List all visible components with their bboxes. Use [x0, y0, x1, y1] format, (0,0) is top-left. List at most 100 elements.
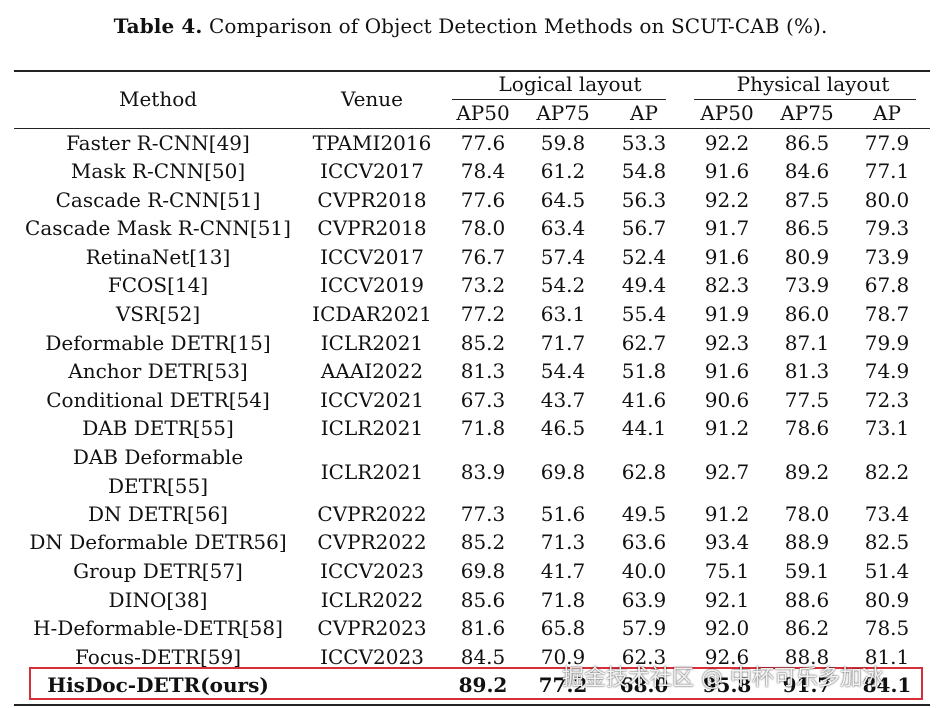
header-metric: AP: [630, 101, 658, 125]
value-cell: 91.2: [704, 502, 750, 526]
value-cell: 81.3: [784, 359, 830, 383]
value-cell: 51.4: [864, 559, 910, 583]
value-cell: 65.8: [540, 616, 586, 640]
method-cell: DAB Deformable: [72, 445, 244, 469]
method-cell: FCOS[14]: [107, 273, 209, 297]
value-cell: 95.8: [702, 673, 752, 697]
venue-cell: ICCV2023: [320, 645, 424, 669]
value-cell: 71.3: [540, 530, 586, 554]
value-cell: 57.9: [621, 616, 667, 640]
value-cell: 77.1: [864, 159, 910, 183]
top-rule: [14, 70, 930, 72]
value-cell: 63.4: [540, 216, 586, 240]
method-cell: Cascade R-CNN[51]: [55, 188, 261, 212]
value-cell: 69.8: [540, 460, 586, 484]
value-cell: 77.5: [784, 388, 830, 412]
value-cell: 80.9: [784, 245, 830, 269]
value-cell: 77.3: [460, 502, 506, 526]
method-cell: DINO[38]: [108, 588, 208, 612]
value-cell: 59.8: [540, 131, 586, 155]
value-cell: 91.6: [704, 245, 750, 269]
value-cell: 85.2: [460, 530, 506, 554]
venue-cell: ICLR2021: [320, 460, 424, 484]
value-cell: 56.3: [621, 188, 667, 212]
value-cell: 55.4: [621, 302, 667, 326]
venue-cell: ICCV2023: [320, 559, 424, 583]
value-cell: 53.3: [621, 131, 667, 155]
value-cell: 78.0: [460, 216, 506, 240]
value-cell: 89.2: [784, 460, 830, 484]
venue-cell: ICCV2021: [320, 388, 424, 412]
value-cell: 85.2: [460, 331, 506, 355]
header-metric: AP: [873, 101, 901, 125]
value-cell: 54.2: [540, 273, 586, 297]
value-cell: 49.4: [621, 273, 667, 297]
value-cell: 77.6: [460, 188, 506, 212]
value-cell: 92.0: [704, 616, 750, 640]
value-cell: 78.0: [784, 502, 830, 526]
value-cell: 64.5: [540, 188, 586, 212]
value-cell: 88.6: [784, 588, 830, 612]
value-cell: 67.8: [864, 273, 910, 297]
value-cell: 84.1: [862, 673, 912, 697]
venue-cell: CVPR2018: [317, 216, 427, 240]
value-cell: 83.9: [460, 460, 506, 484]
header-physical-layout: Physical layout: [736, 72, 890, 96]
value-cell: 84.6: [784, 159, 830, 183]
value-cell: 91.6: [704, 159, 750, 183]
value-cell: 91.2: [704, 416, 750, 440]
value-cell: 73.1: [864, 416, 910, 440]
value-cell: 63.6: [621, 530, 667, 554]
value-cell: 81.6: [460, 616, 506, 640]
watermark-text: 掘金技术社区 @ 中杯可乐多加冰: [562, 666, 884, 691]
venue-cell: CVPR2018: [317, 188, 427, 212]
value-cell: 43.7: [540, 388, 586, 412]
method-cell: Anchor DETR[53]: [68, 359, 248, 383]
header-metric: AP75: [780, 101, 834, 125]
highlight-box: [29, 667, 923, 700]
value-cell: 76.7: [460, 245, 506, 269]
value-cell: 87.5: [784, 188, 830, 212]
venue-cell: ICCV2019: [320, 273, 424, 297]
value-cell: 84.5: [460, 645, 506, 669]
method-cell: DN Deformable DETR56]: [29, 530, 287, 554]
value-cell: 54.8: [621, 159, 667, 183]
venue-cell: ICLR2021: [320, 416, 424, 440]
header-rule: [14, 128, 930, 129]
value-cell: 78.7: [864, 302, 910, 326]
table-caption: Table 4. Comparison of Object Detection …: [0, 14, 941, 38]
value-cell: 67.3: [460, 388, 506, 412]
method-cell: VSR[52]: [115, 302, 201, 326]
value-cell: 92.6: [704, 645, 750, 669]
value-cell: 88.8: [784, 645, 830, 669]
value-cell: 91.7: [782, 673, 832, 697]
venue-cell: ICLR2022: [320, 588, 424, 612]
venue-cell: CVPR2022: [317, 502, 427, 526]
value-cell: 80.9: [864, 588, 910, 612]
venue-cell: AAAI2022: [320, 359, 424, 383]
value-cell: 78.6: [784, 416, 830, 440]
value-cell: 86.0: [784, 302, 830, 326]
value-cell: 57.4: [540, 245, 586, 269]
method-cell: DETR[55]: [107, 474, 209, 498]
value-cell: 92.7: [704, 460, 750, 484]
venue-cell: ICLR2021: [320, 331, 424, 355]
value-cell: 91.6: [704, 359, 750, 383]
value-cell: 93.4: [704, 530, 750, 554]
value-cell: 78.4: [460, 159, 506, 183]
method-cell: Deformable DETR[15]: [45, 331, 271, 355]
value-cell: 79.3: [864, 216, 910, 240]
value-cell: 54.4: [540, 359, 586, 383]
value-cell: 77.2: [538, 673, 588, 697]
value-cell: 81.1: [864, 645, 910, 669]
value-cell: 79.9: [864, 331, 910, 355]
value-cell: 59.1: [784, 559, 830, 583]
value-cell: 80.0: [864, 188, 910, 212]
method-cell: RetinaNet[13]: [85, 245, 231, 269]
value-cell: 82.3: [704, 273, 750, 297]
method-cell: Faster R-CNN[49]: [66, 131, 250, 155]
value-cell: 51.8: [621, 359, 667, 383]
value-cell: 92.1: [704, 588, 750, 612]
value-cell: 78.5: [864, 616, 910, 640]
value-cell: 77.2: [460, 302, 506, 326]
